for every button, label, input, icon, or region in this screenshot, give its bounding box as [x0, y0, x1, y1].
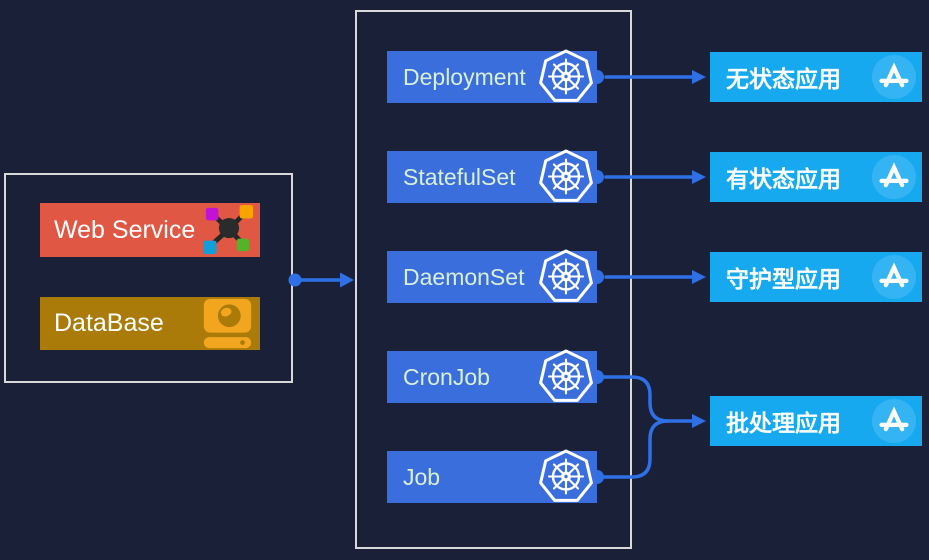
connector-nub — [597, 170, 604, 184]
bar-cronjob: CronJob — [387, 351, 604, 403]
kubernetes-icon — [535, 246, 597, 308]
bar-stateless-app: 无状态应用 — [710, 52, 922, 102]
app-store-icon — [871, 398, 917, 444]
connector-nub — [597, 370, 604, 384]
bar-daemon-app: 守护型应用 — [710, 252, 922, 302]
kubernetes-icon — [535, 46, 597, 108]
bar-batch-app: 批处理应用 — [710, 396, 922, 446]
stateless-app-label: 无状态应用 — [726, 66, 841, 92]
bar-web-service: Web Service — [40, 203, 260, 257]
bar-deployment: Deployment — [387, 51, 604, 103]
bar-statefulset: StatefulSet — [387, 151, 604, 203]
deployment-label: Deployment — [403, 63, 526, 90]
connector-nub — [597, 70, 604, 84]
bar-job: Job — [387, 451, 604, 503]
connector-nub — [597, 270, 604, 284]
network-hub-icon — [200, 204, 258, 256]
app-store-icon — [871, 254, 917, 300]
bar-daemonset: DaemonSet — [387, 251, 604, 303]
app-store-icon — [871, 154, 917, 200]
batch-app-label: 批处理应用 — [726, 410, 841, 436]
daemonset-label: DaemonSet — [403, 263, 525, 290]
kubernetes-icon — [535, 446, 597, 508]
app-store-icon — [871, 54, 917, 100]
statefulset-label: StatefulSet — [403, 163, 516, 190]
hard-drive-icon — [201, 298, 254, 349]
stateful-app-label: 有状态应用 — [726, 166, 841, 192]
bar-stateful-app: 有状态应用 — [710, 152, 922, 202]
kubernetes-icon — [535, 346, 597, 408]
workloads-group-box — [355, 10, 632, 549]
connector-nub — [597, 470, 604, 484]
daemon-app-label: 守护型应用 — [726, 266, 841, 292]
web-service-label: Web Service — [54, 215, 196, 244]
database-label: DataBase — [54, 309, 164, 337]
cronjob-label: CronJob — [403, 363, 490, 390]
kubernetes-icon — [535, 146, 597, 208]
job-label: Job — [403, 463, 441, 490]
bar-database: DataBase — [40, 297, 260, 350]
